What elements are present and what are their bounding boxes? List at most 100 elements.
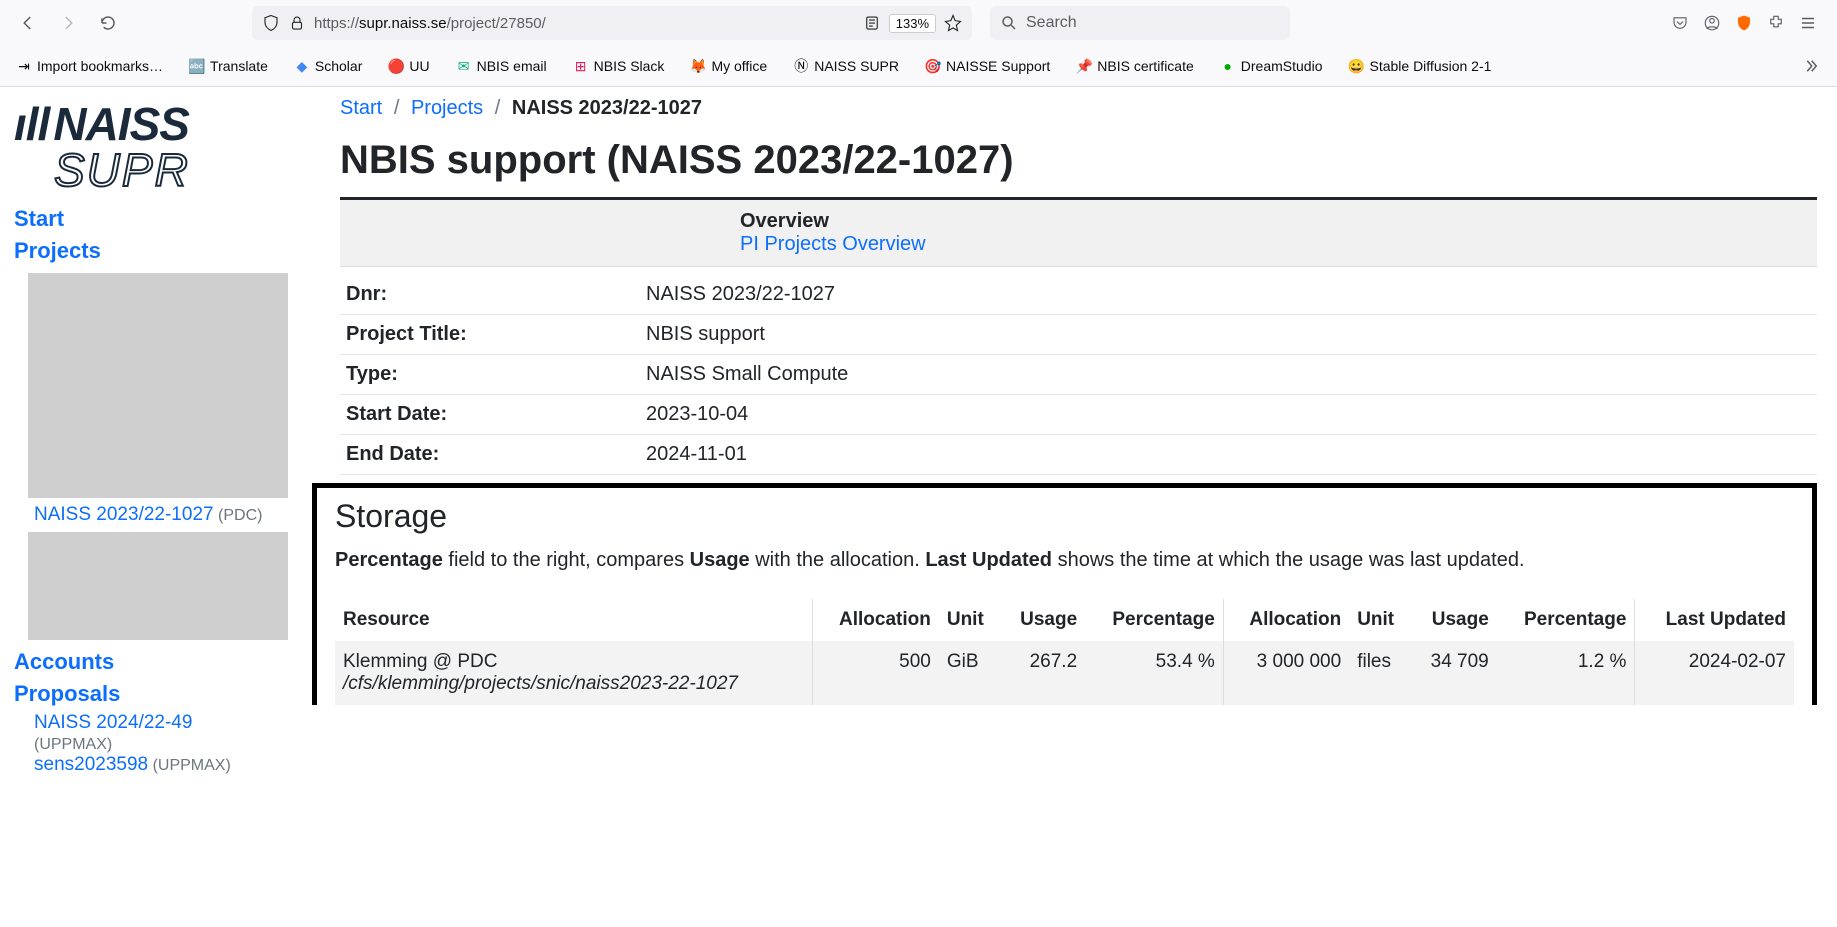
reader-icon[interactable] <box>863 14 881 32</box>
uu-icon: 🔴 <box>388 58 404 74</box>
page-body: ıllNAISS SUPR Start Projects NAISS 2023/… <box>0 87 1837 790</box>
url-text: https://supr.naiss.se/project/27850/ <box>314 15 855 32</box>
account-icon[interactable] <box>1703 14 1721 32</box>
sidebar-proposal-2[interactable]: sens2023598 <box>34 752 148 777</box>
search-icon <box>1000 14 1018 32</box>
sidebar-redacted-block-1 <box>28 273 288 498</box>
menu-icon[interactable] <box>1799 14 1817 32</box>
cell-unit2: files <box>1349 641 1410 705</box>
bookmark-nbis-cert[interactable]: 📌NBIS certificate <box>1070 54 1199 78</box>
bookmark-naisse-support[interactable]: 🎯NAISSE Support <box>919 54 1056 78</box>
sidebar-project-note: (PDC) <box>218 507 262 524</box>
overview-link[interactable]: PI Projects Overview <box>740 233 926 255</box>
back-button[interactable] <box>12 7 44 39</box>
cell-alloc2: 3 000 000 <box>1223 641 1349 705</box>
bookmark-dreamstudio[interactable]: ●DreamStudio <box>1214 54 1329 78</box>
cell-usage2: 34 709 <box>1411 641 1497 705</box>
smile-icon: 😀 <box>1348 58 1364 74</box>
bookmark-stable-diffusion[interactable]: 😀Stable Diffusion 2-1 <box>1342 54 1497 78</box>
meta-row: Dnr:NAISS 2023/22-1027 <box>340 275 1817 315</box>
bookmark-naiss-supr[interactable]: ⓃNAISS SUPR <box>787 54 905 78</box>
reload-button[interactable] <box>92 7 124 39</box>
translate-icon: 🔤 <box>189 58 205 74</box>
arrow-right-icon <box>59 14 77 32</box>
star-icon[interactable] <box>944 14 962 32</box>
scholar-icon: ◆ <box>294 58 310 74</box>
meta-row: End Date:2024-11-01 <box>340 435 1817 475</box>
cell-updated: 2024-02-07 <box>1635 641 1794 705</box>
bookmark-my-office[interactable]: 🦊My office <box>684 54 773 78</box>
breadcrumb: Start / Projects / NAISS 2023/22-1027 <box>340 97 1817 130</box>
bookmark-uu[interactable]: 🔴UU <box>382 54 435 78</box>
storage-description: Percentage field to the right, compares … <box>335 545 1794 575</box>
sidebar-start[interactable]: Start <box>14 203 316 235</box>
storage-heading: Storage <box>335 498 1794 535</box>
logo[interactable]: ıllNAISS SUPR <box>14 101 316 193</box>
forward-button[interactable] <box>52 7 84 39</box>
meta-row: Type:NAISS Small Compute <box>340 355 1817 395</box>
office-icon: 🦊 <box>690 58 706 74</box>
breadcrumb-current: NAISS 2023/22-1027 <box>512 97 702 119</box>
page-title: NBIS support (NAISS 2023/22-1027) <box>340 138 1817 183</box>
naiss-icon: Ⓝ <box>793 58 809 74</box>
bookmark-translate[interactable]: 🔤Translate <box>183 54 274 78</box>
overview-title: Overview <box>740 210 1817 233</box>
meta-key: Dnr: <box>340 275 640 315</box>
extensions-icon[interactable] <box>1767 14 1785 32</box>
storage-row: Klemming @ PDC /cfs/klemming/projects/sn… <box>335 641 1794 705</box>
bookmarks-overflow[interactable] <box>1795 50 1827 82</box>
sidebar-accounts[interactable]: Accounts <box>14 646 316 678</box>
breadcrumb-projects[interactable]: Projects <box>411 97 483 119</box>
cell-alloc1: 500 <box>813 641 939 705</box>
url-bar[interactable]: https://supr.naiss.se/project/27850/ 133… <box>252 6 972 40</box>
storage-table: Resource Allocation Unit Usage Percentag… <box>335 599 1794 705</box>
sidebar-proposal-1[interactable]: NAISS 2024/22-49 <box>34 710 316 736</box>
search-bar[interactable]: Search <box>990 6 1290 40</box>
project-meta-table: Dnr:NAISS 2023/22-1027 Project Title:NBI… <box>340 275 1817 475</box>
meta-value: 2023-10-04 <box>640 395 1817 435</box>
reload-icon <box>99 14 117 32</box>
bookmark-scholar[interactable]: ◆Scholar <box>288 54 368 78</box>
meta-row: Start Date:2023-10-04 <box>340 395 1817 435</box>
import-icon: ⇥ <box>16 58 32 74</box>
meta-value: 2024-11-01 <box>640 435 1817 475</box>
th-unit-2: Unit <box>1349 599 1410 641</box>
support-icon: 🎯 <box>925 58 941 74</box>
search-placeholder: Search <box>1026 14 1077 32</box>
ublock-icon[interactable] <box>1735 14 1753 32</box>
email-icon: ✉ <box>456 58 472 74</box>
cell-unit1: GiB <box>939 641 1000 705</box>
th-last-updated: Last Updated <box>1635 599 1794 641</box>
cell-pct2: 1.2 % <box>1497 641 1635 705</box>
browser-toolbar: https://supr.naiss.se/project/27850/ 133… <box>0 0 1837 46</box>
th-allocation: Allocation <box>813 599 939 641</box>
meta-value: NAISS 2023/22-1027 <box>640 275 1817 315</box>
bookmark-nbis-slack[interactable]: ⊞NBIS Slack <box>567 54 671 78</box>
th-usage-2: Usage <box>1411 599 1497 641</box>
sidebar-redacted-block-2 <box>28 532 288 640</box>
toolbar-right-icons <box>1671 14 1825 32</box>
th-unit: Unit <box>939 599 1000 641</box>
th-resource: Resource <box>335 599 813 641</box>
bookmark-nbis-email[interactable]: ✉NBIS email <box>450 54 553 78</box>
th-allocation-2: Allocation <box>1223 599 1349 641</box>
sidebar-project-link[interactable]: NAISS 2023/22-1027 <box>34 502 214 527</box>
pocket-icon[interactable] <box>1671 14 1689 32</box>
th-usage: Usage <box>1000 599 1085 641</box>
pin-icon: 📌 <box>1076 58 1092 74</box>
bookmark-import[interactable]: ⇥Import bookmarks… <box>10 54 169 78</box>
th-percentage: Percentage <box>1085 599 1223 641</box>
overview-box: Overview PI Projects Overview <box>340 197 1817 267</box>
browser-chrome: https://supr.naiss.se/project/27850/ 133… <box>0 0 1837 87</box>
th-percentage-2: Percentage <box>1497 599 1635 641</box>
breadcrumb-sep: / <box>495 97 501 119</box>
breadcrumb-start[interactable]: Start <box>340 97 382 119</box>
storage-section: Storage Percentage field to the right, c… <box>312 483 1817 705</box>
sidebar-projects[interactable]: Projects <box>14 235 316 267</box>
bookmarks-bar: ⇥Import bookmarks… 🔤Translate ◆Scholar 🔴… <box>0 46 1837 86</box>
zoom-badge[interactable]: 133% <box>889 14 936 33</box>
slack-icon: ⊞ <box>573 58 589 74</box>
sidebar-proposal-2-note: (UPPMAX) <box>153 757 231 774</box>
meta-row: Project Title:NBIS support <box>340 315 1817 355</box>
sidebar-proposals[interactable]: Proposals <box>14 678 316 710</box>
